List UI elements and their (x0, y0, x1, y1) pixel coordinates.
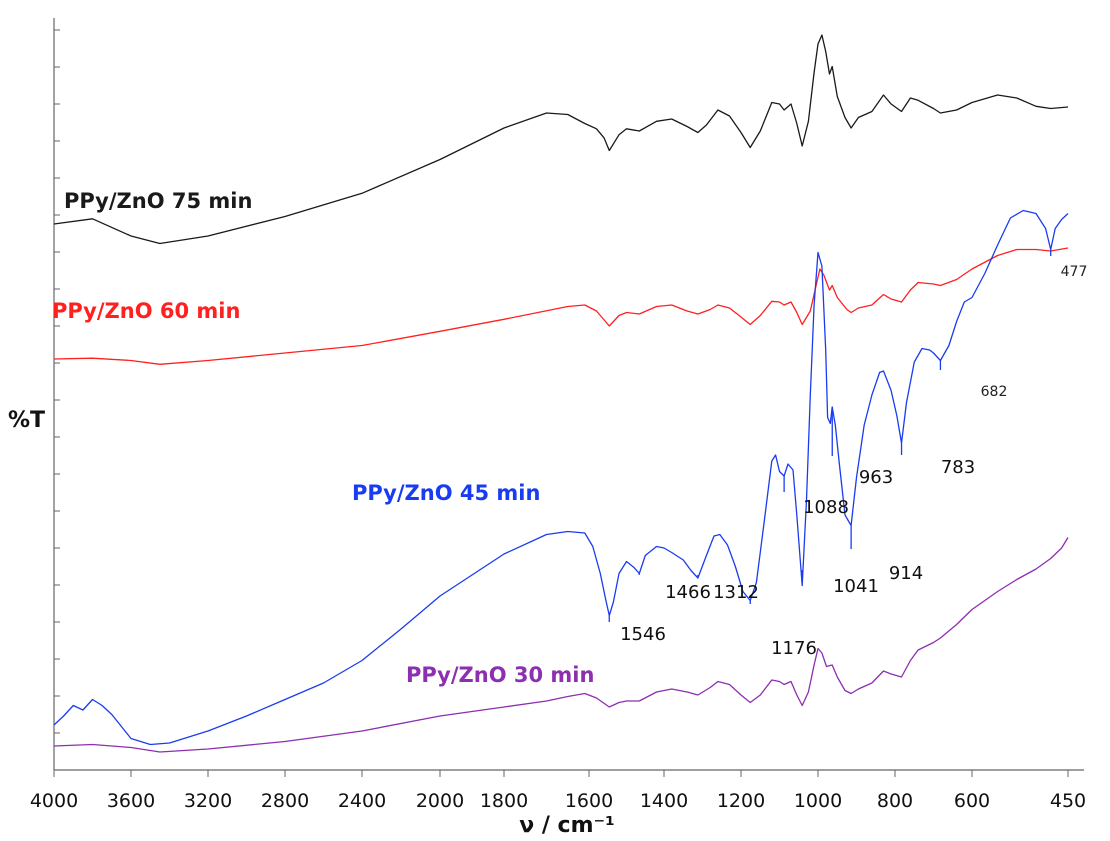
peak-label: 682 (981, 384, 1008, 400)
y-axis-ticks (54, 29, 60, 734)
axes: 4000 3600 3200 2800 2400 2000 1800 1600 1400 1200… (30, 18, 1086, 812)
y-axis-title: %T (8, 408, 45, 433)
x-tick-label: 600 (954, 790, 990, 812)
x-axis-title: ν / cm⁻¹ (519, 813, 615, 838)
x-tick-label: 800 (877, 790, 913, 812)
x-tick-label: 2000 (416, 790, 464, 812)
peak-label: 1041 (833, 576, 879, 597)
series-line (53, 537, 1069, 753)
series-labels: PPy/ZnO 75 min PPy/ZnO 60 min PPy/ZnO 45 m… (52, 189, 594, 687)
peak-label: 1546 (620, 624, 666, 645)
series-label: PPy/ZnO 45 min (352, 481, 540, 505)
x-tick-label: 1600 (565, 790, 613, 812)
peak-label: 477 (1061, 264, 1088, 280)
x-tick-label: 1800 (480, 790, 528, 812)
x-tick-label: 3200 (184, 790, 232, 812)
series-label: PPy/ZnO 30 min (406, 663, 594, 687)
x-tick-label: 3600 (107, 790, 155, 812)
peak-label: 1312 (713, 582, 759, 603)
peak-label: 1466 (665, 582, 711, 603)
x-tick-label: 450 (1050, 790, 1086, 812)
x-axis-ticks (53, 770, 1069, 777)
x-tick-label: 2400 (338, 790, 386, 812)
x-tick-label: 1400 (640, 790, 688, 812)
series-line (53, 247, 1069, 365)
series-line (53, 209, 1069, 746)
x-tick-label: 2800 (261, 790, 309, 812)
series-label: PPy/ZnO 75 min (64, 189, 252, 213)
peak-label: 783 (941, 457, 975, 478)
peak-label: 1176 (771, 638, 817, 659)
x-axis-tick-labels: 4000 3600 3200 2800 2400 2000 1800 1600 1400 1200… (30, 790, 1086, 812)
series-line (53, 34, 1069, 245)
peak-label: 963 (859, 467, 893, 488)
x-tick-label: 4000 (30, 790, 78, 812)
x-tick-label: 1200 (717, 790, 765, 812)
x-tick-label: 1000 (794, 790, 842, 812)
series-layer (53, 34, 1069, 753)
series-label: PPy/ZnO 60 min (52, 299, 240, 323)
peak-label: 914 (889, 563, 923, 584)
peak-annotations: 1546 1466 1312 1176 1088 1041 963 914 783 682 477 (608, 249, 1088, 659)
peak-label: 1088 (803, 497, 849, 518)
